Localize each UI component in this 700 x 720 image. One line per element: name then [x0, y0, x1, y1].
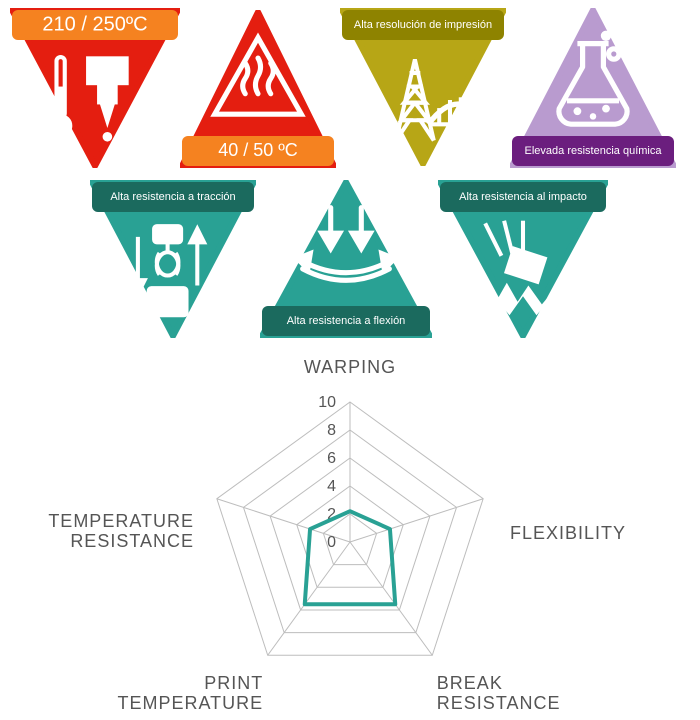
impact-strength: Alta resistencia al impacto [438, 180, 608, 338]
impact-strength-label: Alta resistencia al impacto [459, 191, 587, 203]
radar-tick: 4 [327, 478, 336, 495]
tensile-strength-badge: Alta resistencia a tracción kg [90, 180, 256, 338]
chemical-resistance-label: Elevada resistencia química [525, 145, 663, 157]
svg-text:kg: kg [160, 296, 176, 312]
temp-extruder-label: 210 / 250ºC [42, 13, 147, 35]
radar-axis-label: TEMPERATURERESISTANCE [24, 512, 194, 552]
temp-extruder: 210 / 250ºC [10, 8, 180, 168]
tensile-strength-label: Alta resistencia a tracción [110, 191, 235, 203]
radar-axis-label: FLEXIBILITY [510, 524, 670, 544]
flexural-strength-label: Alta resistencia a flexión [287, 315, 406, 327]
radar-tick: 10 [318, 394, 336, 411]
print-resolution-label: Alta resolución de impresión [354, 19, 492, 31]
temp-extruder-badge: 210 / 250ºC [10, 8, 180, 168]
badges-area: 210 / 250ºC 40 / 50 ºC Alta resolución d… [0, 0, 700, 340]
flexural-strength: Alta resistencia a flexión [260, 180, 432, 338]
bed-temp: 40 / 50 ºC [180, 10, 336, 168]
bed-temp-badge: 40 / 50 ºC [180, 10, 336, 168]
tensile-strength: Alta resistencia a tracción kg [90, 180, 256, 338]
print-resolution: Alta resolución de impresión [340, 8, 506, 166]
chemical-resistance: Elevada resistencia química [510, 8, 676, 168]
bed-temp-label: 40 / 50 ºC [218, 140, 298, 160]
radar-area: 0246810 WARPINGFLEXIBILITYBREAKRESISTANC… [0, 352, 700, 720]
chemical-resistance-badge: Elevada resistencia química [510, 8, 676, 168]
flexural-strength-badge: Alta resistencia a flexión [260, 180, 432, 338]
impact-strength-badge: Alta resistencia al impacto [438, 180, 608, 338]
radar-tick: 6 [327, 450, 336, 467]
print-resolution-badge: Alta resolución de impresión [340, 8, 506, 166]
radar-tick: 8 [327, 422, 336, 439]
radar-axis-label: PRINTTEMPERATURE [93, 674, 263, 714]
radar-axis-label: WARPING [270, 358, 430, 378]
radar-axis-label: BREAKRESISTANCE [437, 674, 607, 714]
radar-tick: 0 [327, 534, 336, 551]
